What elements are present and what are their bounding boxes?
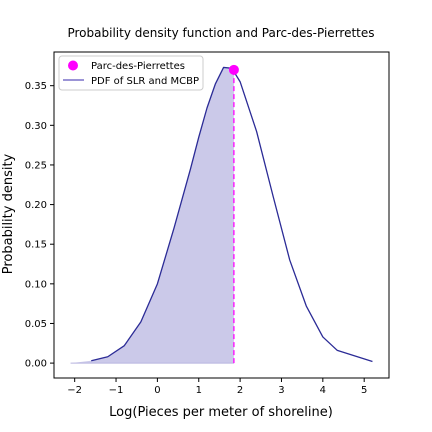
pdf-curve [91, 66, 373, 363]
x-tick-label: −2 [67, 385, 82, 396]
x-axis: −2 −1 0 1 2 3 4 5 [67, 378, 367, 396]
x-tick-label: 5 [361, 385, 367, 396]
x-tick-label: 3 [278, 385, 284, 396]
legend-marker-point [68, 60, 78, 71]
x-axis-label: Log(Pieces per meter of shoreline) [109, 405, 333, 420]
y-tick-label: 0.05 [25, 319, 47, 330]
site-point [228, 64, 239, 75]
y-axis: 0.00 0.05 0.10 0.15 0.20 0.25 0.30 0.35 [25, 81, 54, 370]
y-tick-label: 0.30 [25, 121, 47, 132]
x-tick-label: −1 [109, 385, 124, 396]
x-tick-label: 4 [320, 385, 326, 396]
shaded-area [70, 67, 234, 364]
y-tick-label: 0.20 [25, 200, 47, 211]
legend-label-point: Parc-des-Pierrettes [91, 61, 185, 72]
legend-box [58, 55, 204, 91]
y-tick-label: 0.00 [25, 359, 47, 370]
plot-frame [53, 51, 390, 379]
y-tick-label: 0.25 [25, 160, 47, 171]
chart-title: Probability density function and Parc-de… [67, 26, 374, 40]
legend-label-line: PDF of SLR and MCBP [91, 76, 199, 87]
y-tick-label: 0.15 [25, 240, 47, 251]
y-tick-label: 0.35 [25, 81, 47, 92]
y-axis-label: Probability density [1, 153, 16, 274]
y-tick-label: 0.10 [25, 279, 47, 290]
legend: Parc-des-Pierrettes PDF of SLR and MCBP [58, 55, 204, 91]
x-tick-label: 1 [196, 385, 202, 396]
shaded-area-layer [70, 67, 234, 364]
x-tick-label: 2 [237, 385, 243, 396]
series-layer [91, 64, 373, 364]
x-tick-label: 0 [154, 385, 160, 396]
